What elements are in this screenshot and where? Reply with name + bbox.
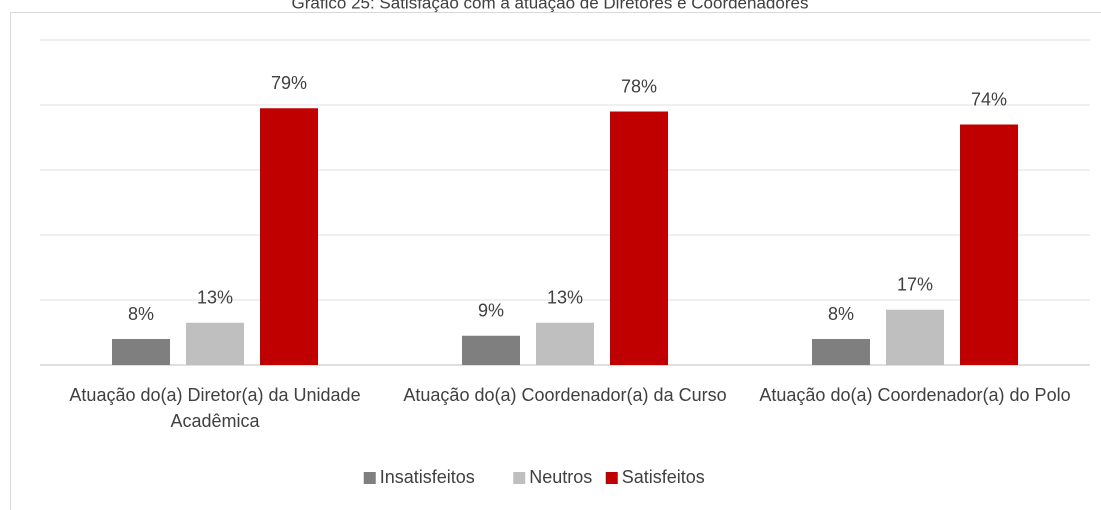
legend-label: Neutros [529, 467, 592, 487]
bar [886, 309, 944, 365]
bar [462, 335, 520, 365]
bar [610, 111, 668, 365]
chart-title: Gráfico 25: Satisfação com a atuação de … [292, 0, 809, 12]
data-label: 8% [128, 304, 154, 324]
data-label: 78% [621, 76, 657, 96]
data-label: 79% [271, 73, 307, 93]
x-tick-label: Atuação do(a) Coordenador(a) do Polo [759, 385, 1071, 405]
x-tick-label: Atuação do(a) Diretor(a) da Unidade Acad… [69, 385, 361, 431]
legend-label: Insatisfeitos [380, 467, 475, 487]
chart-border [10, 12, 1101, 510]
data-label: 74% [971, 89, 1007, 109]
x-tick-label: Atuação do(a) Coordenador(a) da Curso [403, 385, 727, 405]
bar [812, 339, 870, 365]
data-label: 13% [547, 288, 583, 308]
bar [960, 124, 1018, 365]
bar [112, 339, 170, 365]
legend-swatch [513, 472, 526, 484]
legend-label: Satisfeitos [622, 467, 705, 487]
legend-swatch [605, 472, 618, 484]
data-label: 8% [828, 304, 854, 324]
legend-swatch [363, 472, 376, 484]
bar [260, 108, 318, 365]
bar [186, 322, 244, 365]
bar [536, 322, 594, 365]
data-label: 9% [478, 301, 504, 321]
data-label: 17% [897, 275, 933, 295]
data-label: 13% [197, 288, 233, 308]
